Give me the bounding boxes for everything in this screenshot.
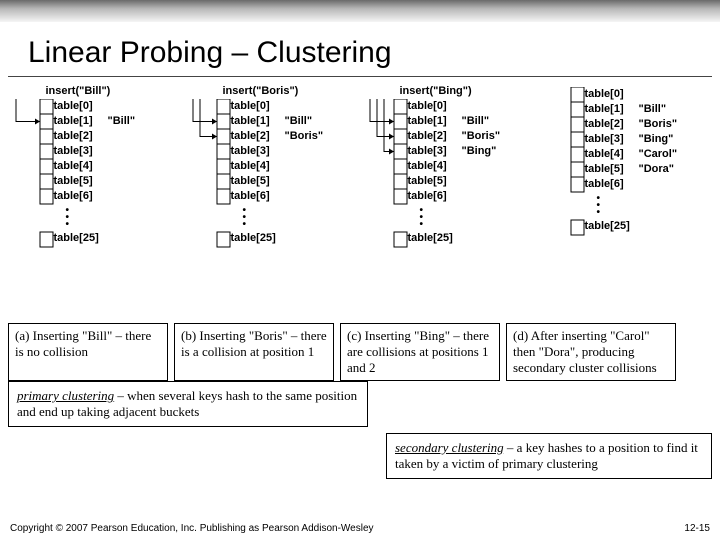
- slot-values: "Bill": [108, 99, 136, 204]
- slot-labels: table[0]table[1]table[2]table[3]table[4]…: [231, 99, 270, 204]
- table-boxes: [10, 99, 56, 269]
- insert-call: insert("Bill"): [46, 85, 180, 97]
- ellipsis-dots: •••: [597, 195, 601, 216]
- caption-a: (a) Inserting "Bill" – there is no colli…: [8, 323, 168, 381]
- secondary-term: secondary clustering: [395, 440, 504, 455]
- caption-b: (b) Inserting "Boris" – there is a colli…: [174, 323, 334, 381]
- diagram-row: insert("Bill") table[0]table[1]table[2]ta…: [0, 85, 720, 285]
- hash-table-diagram: insert("Bing") table[0]table[1]table[2]ta…: [364, 85, 534, 285]
- caption-row: (a) Inserting "Bill" – there is no colli…: [0, 323, 720, 381]
- page-number: 12-15: [684, 523, 710, 534]
- ellipsis-dots: •••: [66, 207, 70, 228]
- copyright: Copyright © 2007 Pearson Education, Inc.…: [10, 523, 374, 534]
- slot-labels: table[0]table[1]table[2]table[3]table[4]…: [54, 99, 93, 204]
- last-slot-label: table[25]: [585, 220, 630, 232]
- slot-values: "Bill""Boris": [285, 99, 324, 204]
- hash-table-diagram: insert("Bill") table[0]table[1]table[2]ta…: [10, 85, 180, 285]
- last-slot-label: table[25]: [408, 232, 453, 244]
- ellipsis-dots: •••: [243, 207, 247, 228]
- table-boxes: [364, 99, 410, 269]
- slide-title: Linear Probing – Clustering: [0, 22, 720, 76]
- ellipsis-dots: •••: [420, 207, 424, 228]
- title-rule: [8, 76, 712, 77]
- hash-table-diagram: table[0]table[1]table[2]table[3]table[4]…: [541, 85, 711, 285]
- hash-table-diagram: insert("Boris") table[0]table[1]table[2]t…: [187, 85, 357, 285]
- footer: Copyright © 2007 Pearson Education, Inc.…: [10, 523, 710, 534]
- slot-values: "Bill""Boris""Bing""Carol""Dora": [639, 87, 678, 192]
- slot-labels: table[0]table[1]table[2]table[3]table[4]…: [408, 99, 447, 204]
- slot-labels: table[0]table[1]table[2]table[3]table[4]…: [585, 87, 624, 192]
- caption-c: (c) Inserting "Bing" – there are collisi…: [340, 323, 500, 381]
- slot-values: "Bill""Boris""Bing": [462, 99, 501, 204]
- last-slot-label: table[25]: [54, 232, 99, 244]
- primary-term: primary clustering: [17, 388, 114, 403]
- primary-clustering-def: primary clustering – when several keys h…: [8, 381, 368, 427]
- insert-call: insert("Boris"): [223, 85, 357, 97]
- secondary-clustering-def: secondary clustering – a key hashes to a…: [386, 433, 712, 479]
- header-gradient: [0, 0, 720, 22]
- definitions: primary clustering – when several keys h…: [0, 387, 720, 427]
- table-boxes: [541, 87, 587, 257]
- insert-call: insert("Bing"): [400, 85, 534, 97]
- last-slot-label: table[25]: [231, 232, 276, 244]
- table-boxes: [187, 99, 233, 269]
- caption-d: (d) After inserting "Carol" then "Dora",…: [506, 323, 676, 381]
